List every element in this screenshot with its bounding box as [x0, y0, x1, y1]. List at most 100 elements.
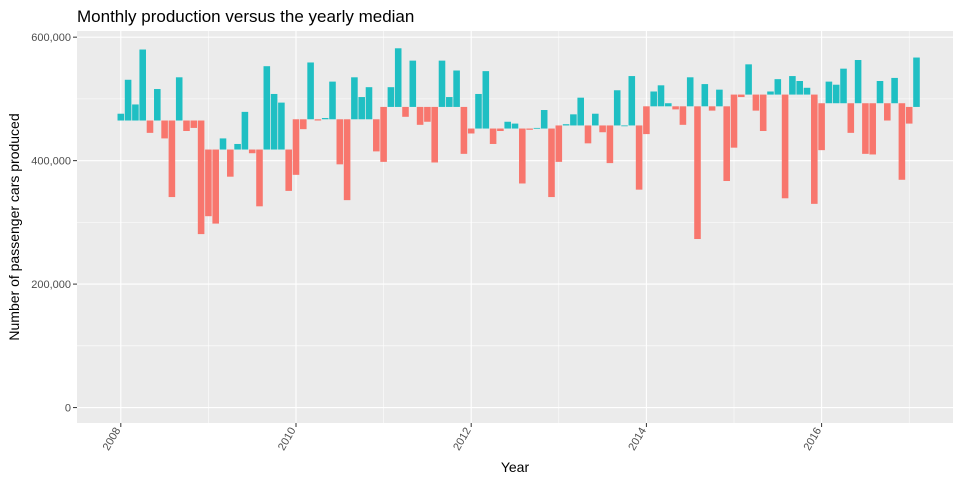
bar-below-median [643, 106, 650, 135]
x-tick-label: 2016 [802, 426, 825, 453]
bar-below-median [227, 149, 234, 177]
bar-below-median [781, 94, 789, 199]
bar-above-median [394, 48, 402, 107]
bar-above-median [796, 81, 803, 95]
bar-above-median [132, 104, 139, 121]
bar-above-median [628, 76, 636, 126]
x-axis-title: Year [501, 459, 530, 475]
y-tick-label: 600,000 [31, 32, 71, 44]
bar-below-median [197, 120, 205, 235]
bar-above-median [241, 111, 249, 150]
bar-below-median [190, 120, 198, 128]
bar-above-median [453, 70, 460, 107]
bar-below-median [146, 120, 154, 133]
bar-below-median [212, 149, 219, 224]
bar-above-median [307, 62, 314, 120]
bar-below-median [884, 103, 891, 121]
y-tick-label: 400,000 [31, 156, 71, 168]
y-axis-title: Number of passenger cars produced [6, 113, 22, 340]
bar-below-median [708, 106, 716, 111]
bar-above-median [789, 76, 796, 95]
bar-below-median [847, 103, 855, 133]
bar-below-median [555, 125, 563, 162]
bar-below-median [497, 128, 504, 132]
bar-below-median [526, 128, 533, 130]
bar-below-median [672, 106, 679, 110]
bar-below-median [292, 119, 300, 175]
bar-below-median [752, 94, 760, 111]
chart-title: Monthly production versus the yearly med… [77, 7, 414, 26]
bar-below-median [898, 103, 906, 180]
bar-below-median [168, 120, 176, 198]
bar-above-median [686, 77, 694, 107]
bar-above-median [803, 87, 811, 95]
bar-above-median [154, 89, 161, 121]
bar-above-median [351, 77, 358, 120]
bar-above-median [913, 57, 920, 107]
bar-above-median [876, 81, 884, 104]
bar-above-median [562, 124, 570, 126]
bar-below-median [723, 106, 730, 182]
bar-above-median [219, 138, 227, 150]
bar-above-median [621, 125, 628, 127]
bar-below-median [599, 125, 606, 133]
bar-below-median [862, 103, 869, 154]
bar-above-median [511, 123, 519, 129]
bar-above-median [701, 84, 709, 107]
bar-below-median [519, 128, 526, 184]
bar-below-median [183, 120, 190, 131]
bar-below-median [343, 119, 351, 201]
bar-above-median [329, 81, 336, 120]
bar-above-median [278, 102, 285, 150]
x-axis: 2008 2010 2012 2014 2016 [101, 423, 824, 453]
bar-above-median [234, 143, 241, 150]
bar-below-median [336, 119, 344, 165]
x-tick-label: 2008 [101, 426, 124, 453]
bar-above-median [613, 90, 621, 126]
bar-above-median [482, 71, 490, 129]
bar-above-median [117, 113, 125, 121]
bar-below-median [730, 94, 738, 148]
bar-above-median [592, 113, 599, 126]
bar-below-median [248, 149, 256, 154]
bar-below-median [416, 106, 424, 125]
bar-below-median [256, 149, 263, 207]
bar-above-median [139, 49, 146, 121]
plot-panel [77, 31, 953, 423]
bar-above-median [387, 87, 395, 107]
bar-above-median [321, 118, 329, 120]
y-axis: 0 200,000 400,000 600,000 [31, 32, 77, 415]
bar-above-median [438, 60, 446, 107]
bar-below-median [869, 103, 876, 155]
bar-below-median [205, 149, 212, 217]
bar-above-median [716, 89, 723, 107]
y-tick-label: 200,000 [31, 279, 71, 291]
bar-below-median [905, 106, 913, 124]
bar-above-median [540, 110, 548, 129]
bar-below-median [635, 125, 643, 190]
bar-above-median [475, 93, 482, 129]
bar-below-median [314, 119, 322, 121]
y-tick-label: 0 [65, 403, 71, 415]
bar-below-median [431, 106, 438, 163]
bar-above-median [650, 91, 657, 107]
bar-below-median [679, 106, 687, 125]
bar-below-median [489, 128, 497, 144]
bar-above-median [767, 91, 774, 95]
bar-below-median [738, 94, 745, 98]
bar-above-median [409, 60, 417, 107]
bar-above-median [854, 60, 862, 104]
bar-below-median [161, 120, 168, 139]
bar-below-median [380, 106, 387, 162]
bar-below-median [460, 106, 468, 154]
bar-above-median [358, 97, 365, 120]
bar-above-median [270, 93, 278, 150]
major-gridlines [77, 31, 953, 423]
bar-above-median [533, 127, 541, 129]
bar-above-median [745, 64, 752, 95]
bar-below-median [759, 94, 767, 131]
bar-above-median [263, 66, 271, 150]
bar-above-median [175, 77, 183, 121]
bar-above-median [504, 121, 511, 129]
